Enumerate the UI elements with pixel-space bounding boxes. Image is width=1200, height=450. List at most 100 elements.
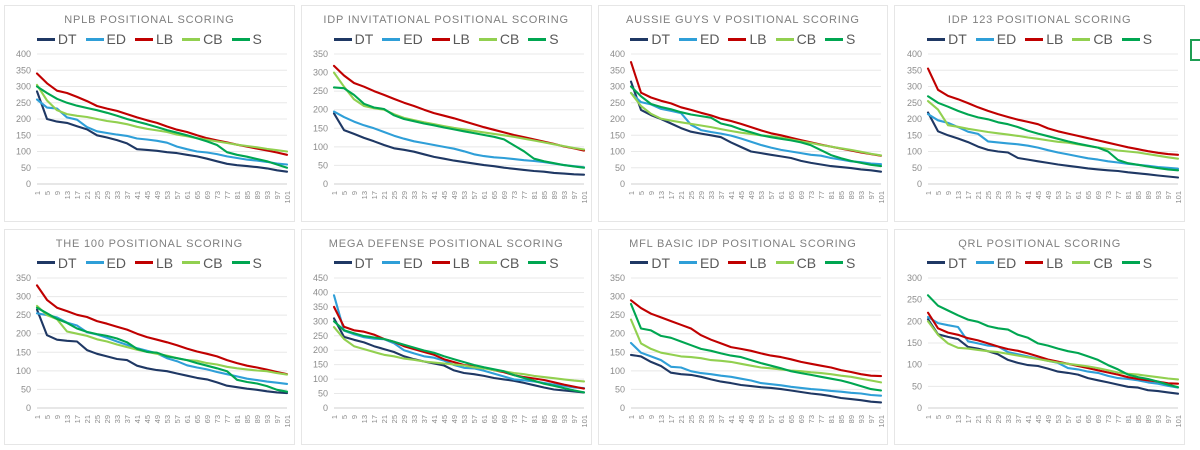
svg-text:200: 200 [16, 114, 31, 124]
chart-panel[interactable]: IDP 123 POSITIONAL SCORING DT ED LB CB S 0 50… [894, 5, 1185, 222]
svg-text:69: 69 [203, 191, 212, 199]
svg-text:65: 65 [193, 415, 202, 423]
svg-text:57: 57 [1064, 191, 1073, 199]
legend-item: LB [728, 254, 767, 271]
chart-title: AUSSIE GUYS V POSITIONAL SCORING [626, 14, 860, 26]
svg-text:33: 33 [113, 191, 122, 199]
legend-item: DT [36, 255, 77, 271]
svg-text:100: 100 [16, 365, 31, 375]
legend-line-swatch [36, 37, 55, 41]
svg-text:50: 50 [21, 163, 31, 173]
svg-text:13: 13 [657, 191, 666, 199]
series-line-S [926, 293, 1179, 388]
svg-text:0: 0 [917, 403, 922, 413]
svg-text:0: 0 [917, 179, 922, 189]
legend-item: S [1121, 255, 1152, 271]
chart-legend: DT ED LB CB S [927, 31, 1152, 47]
svg-text:300: 300 [16, 291, 31, 301]
legend-line-swatch [1121, 37, 1140, 41]
svg-text:41: 41 [1024, 191, 1033, 199]
chart-panel[interactable]: AUSSIE GUYS V POSITIONAL SCORING DT ED LB C… [597, 5, 889, 222]
svg-text:300: 300 [610, 291, 625, 301]
svg-text:200: 200 [907, 114, 922, 124]
svg-text:81: 81 [1124, 415, 1133, 423]
chart-legend: DT ED LB CB S [630, 255, 855, 271]
series-line-S [926, 95, 1179, 172]
svg-text:250: 250 [907, 98, 922, 108]
chart-panel[interactable]: THE 100 POSITIONAL SCORING DT ED LB CB S 0 50… [4, 228, 295, 445]
legend-item: DT [333, 31, 374, 47]
svg-text:77: 77 [223, 415, 232, 423]
line-chart-svg: 0 50 100 150 200 250 300 350 400 1 5 9 13 17 21 25 29 33 3… [16, 49, 292, 204]
svg-text:250: 250 [16, 98, 31, 108]
svg-text:61: 61 [183, 415, 192, 423]
svg-text:400: 400 [610, 49, 625, 59]
svg-text:49: 49 [153, 191, 162, 199]
svg-text:17: 17 [370, 415, 379, 423]
line-chart-svg: 0 50 100 150 200 250 300 350 1 5 9 13 17 21 25 29 33 37 41… [16, 273, 292, 428]
svg-text:93: 93 [857, 415, 866, 423]
legend-label: ED [700, 31, 720, 47]
svg-text:97: 97 [867, 191, 876, 199]
series-line-CB [36, 83, 289, 153]
y-axis-labels: 0 50 100 150 200 250 300 350 400 [907, 49, 922, 189]
svg-text:41: 41 [1024, 415, 1033, 423]
svg-text:400: 400 [313, 287, 328, 297]
svg-text:9: 9 [944, 191, 953, 195]
series-line-DT [333, 112, 586, 176]
legend-item: S [231, 255, 262, 271]
legend-label: ED [403, 254, 423, 271]
svg-text:50: 50 [912, 163, 922, 173]
svg-text:13: 13 [657, 415, 666, 423]
svg-text:49: 49 [450, 415, 459, 423]
series-line-S [333, 86, 586, 169]
legend-item: DT [927, 255, 967, 271]
legend-item: S [528, 255, 559, 271]
svg-text:93: 93 [857, 191, 866, 199]
svg-text:5: 5 [637, 191, 646, 195]
legend-label: ED [700, 254, 720, 271]
series-line-LB [36, 283, 289, 375]
chart-panel[interactable]: MFL BASIC IDP POSITIONAL SCORING DT ED LB C… [597, 228, 889, 445]
legend-label: LB [452, 31, 470, 47]
legend-label: CB [796, 254, 817, 271]
chart-panel[interactable]: QRL POSITIONAL SCORING DT ED LB CB S 0 50 100 1… [894, 228, 1185, 445]
svg-text:100: 100 [610, 147, 625, 157]
svg-text:41: 41 [727, 415, 736, 423]
legend-line-swatch [382, 37, 401, 41]
chart-panel[interactable]: NPLB POSITIONAL SCORING DT ED LB CB S 0 50 100… [4, 5, 295, 222]
svg-text:9: 9 [647, 191, 656, 195]
svg-text:73: 73 [213, 415, 222, 423]
legend-line-swatch [478, 261, 497, 264]
svg-text:29: 29 [400, 191, 409, 199]
partial-chart-border[interactable] [1190, 39, 1200, 61]
svg-text:73: 73 [807, 415, 816, 423]
y-axis-labels: 0 50 100 150 200 250 300 350 400 450 [313, 273, 328, 413]
legend-label: CB [203, 254, 223, 271]
svg-text:81: 81 [233, 191, 242, 199]
legend-label: ED [106, 31, 126, 47]
svg-text:1: 1 [627, 415, 636, 419]
svg-text:69: 69 [1094, 415, 1103, 423]
svg-text:33: 33 [1004, 415, 1013, 423]
svg-text:73: 73 [510, 191, 519, 199]
svg-text:150: 150 [16, 347, 31, 357]
legend-item: ED [975, 255, 1016, 271]
legend-label: LB [749, 254, 767, 271]
svg-text:53: 53 [163, 415, 172, 423]
svg-text:29: 29 [697, 415, 706, 423]
svg-text:21: 21 [380, 191, 389, 199]
svg-text:89: 89 [253, 191, 262, 199]
svg-text:13: 13 [954, 191, 963, 199]
legend-label: DT [354, 31, 374, 47]
series-line-CB [629, 318, 882, 383]
chart-panel[interactable]: IDP INVITATIONAL POSITIONAL SCORING DT ED… [300, 5, 592, 222]
svg-text:200: 200 [313, 345, 328, 355]
legend-label: ED [106, 254, 126, 271]
chart-panel[interactable]: MEGA DEFENSE POSITIONAL SCORING DT ED LB CB… [300, 228, 592, 445]
svg-text:93: 93 [560, 191, 569, 199]
svg-text:200: 200 [16, 328, 31, 338]
svg-text:81: 81 [1124, 191, 1133, 199]
legend-item: LB [728, 31, 767, 47]
svg-text:65: 65 [193, 191, 202, 199]
